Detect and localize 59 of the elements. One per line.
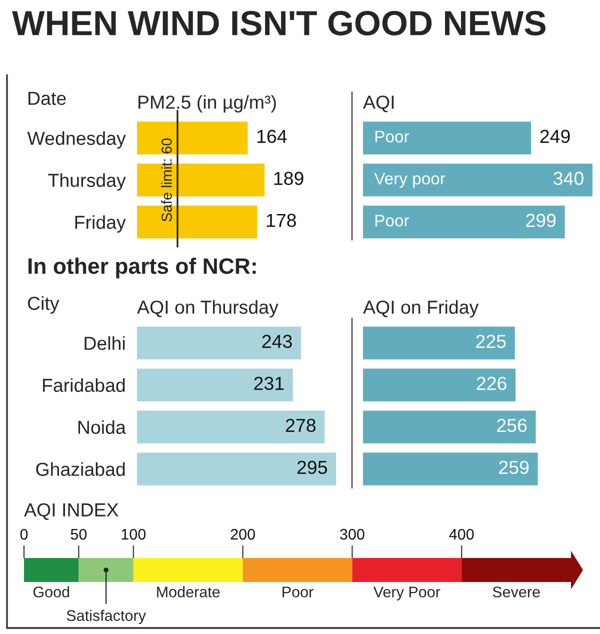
chart-title: AQI on Friday bbox=[363, 300, 479, 318]
bar bbox=[137, 368, 293, 402]
bar bbox=[137, 452, 336, 486]
y-axis-title: City bbox=[28, 296, 60, 314]
ref-line-label: Safe limit: 60 bbox=[161, 138, 172, 222]
data-label: 243 bbox=[262, 334, 292, 348]
data-label: 249 bbox=[540, 130, 570, 144]
text: In other parts of NCR: bbox=[28, 258, 256, 278]
chart-title: AQI on Thursday bbox=[137, 300, 278, 318]
y-axis-title: Date bbox=[28, 92, 66, 105]
series-label: Satisfactory bbox=[66, 610, 146, 624]
data-label: 178 bbox=[266, 214, 296, 228]
data-label: 256 bbox=[497, 418, 527, 432]
annotation: Very poor bbox=[374, 172, 446, 188]
data-label: 299 bbox=[526, 214, 556, 228]
bar bbox=[363, 452, 538, 486]
series-label: Poor bbox=[282, 586, 314, 598]
bar bbox=[363, 326, 515, 360]
series-label: Severe bbox=[492, 586, 540, 598]
series-label: Very Poor bbox=[373, 586, 440, 600]
data-label: 226 bbox=[476, 376, 506, 390]
y-tick-label: Ghaziabad bbox=[36, 462, 125, 476]
data-label: 164 bbox=[257, 130, 287, 144]
y-tick-label: Wednesday bbox=[27, 131, 126, 149]
x-tick-label: 400 bbox=[449, 528, 474, 540]
bar bbox=[363, 410, 536, 444]
bar bbox=[352, 558, 462, 582]
bar bbox=[24, 558, 79, 582]
annotation: Poor bbox=[375, 214, 410, 226]
data-label: 278 bbox=[286, 418, 316, 432]
y-tick-label: Friday bbox=[75, 215, 126, 233]
y-tick-label: Faridabad bbox=[43, 378, 125, 392]
chart-title: AQI bbox=[363, 96, 394, 112]
bar bbox=[137, 410, 325, 444]
series-label: Moderate bbox=[157, 586, 220, 598]
x-tick-label: 100 bbox=[122, 528, 146, 540]
data-label: 259 bbox=[499, 460, 529, 474]
x-tick-label: 0 bbox=[20, 528, 28, 540]
data-label: 225 bbox=[476, 334, 506, 348]
bar bbox=[363, 368, 516, 402]
chart-subtitle: PM2.5 (in µg/m³) bbox=[138, 95, 276, 113]
bar bbox=[133, 558, 243, 582]
y-tick-label: Delhi bbox=[84, 336, 125, 350]
bar bbox=[242, 558, 352, 582]
x-tick-label: 200 bbox=[230, 528, 255, 540]
annotation: Poor bbox=[375, 130, 410, 142]
series-label: Good bbox=[33, 586, 70, 598]
bar bbox=[78, 558, 134, 582]
x-tick-label: 300 bbox=[340, 528, 364, 540]
chart-title: WHEN WIND ISN'T GOOD NEWS bbox=[12, 10, 546, 36]
y-tick-label: Noida bbox=[78, 420, 126, 434]
bar bbox=[137, 326, 302, 360]
data-label: 340 bbox=[554, 172, 584, 186]
y-tick-label: Thursday bbox=[48, 173, 126, 191]
data-label: 295 bbox=[297, 460, 328, 474]
x-tick-label: 50 bbox=[70, 528, 87, 540]
chart-title: AQI INDEX bbox=[24, 503, 118, 520]
data-label: 189 bbox=[274, 172, 304, 186]
data-label: 231 bbox=[254, 376, 284, 390]
